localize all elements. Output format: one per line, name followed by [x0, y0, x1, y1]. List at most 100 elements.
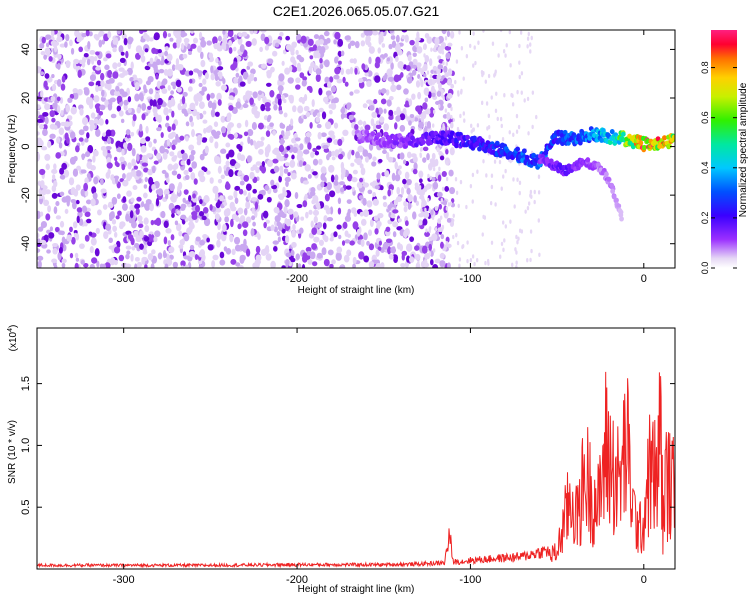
- heatmap-noise-cell: [76, 207, 83, 213]
- heatmap-noise-cell: [37, 232, 40, 239]
- heatmap-noise-cell: [151, 183, 156, 191]
- heatmap-noise-cell: [500, 186, 503, 191]
- heatmap-noise-cell: [472, 63, 475, 68]
- heatmap-noise-cell: [305, 131, 312, 138]
- heatmap-noise-cell: [201, 215, 207, 221]
- heatmap-noise-cell: [113, 231, 118, 238]
- heatmap-noise-cell: [118, 45, 124, 53]
- heatmap-noise-cell: [427, 91, 432, 99]
- heatmap-noise-cell: [70, 47, 75, 55]
- heatmap-noise-cell: [403, 159, 407, 165]
- heatmap-noise-cell: [155, 189, 160, 195]
- heatmap-noise-cell: [103, 57, 108, 62]
- heatmap-noise-cell: [230, 259, 237, 265]
- heatmap-noise-cell: [212, 36, 218, 45]
- heatmap-noise-cell: [199, 199, 203, 205]
- heatmap-noise-cell: [104, 262, 111, 268]
- heatmap-noise-cell: [171, 170, 178, 176]
- heatmap-noise-cell: [512, 177, 515, 182]
- heatmap-noise-cell: [231, 248, 236, 256]
- heatmap-noise-cell: [238, 75, 243, 84]
- heatmap-noise-cell: [308, 209, 313, 215]
- heatmap-noise-cell: [83, 182, 89, 192]
- heatmap-noise-cell: [309, 122, 313, 129]
- heatmap-noise-cell: [446, 217, 452, 223]
- heatmap-noise-cell: [364, 30, 371, 36]
- heatmap-noise-cell: [210, 109, 216, 118]
- heatmap-noise-cell: [444, 36, 448, 41]
- heatmap-noise-cell: [37, 118, 44, 123]
- heatmap-noise-cell: [295, 77, 301, 84]
- heatmap-noise-cell: [260, 248, 267, 256]
- heatmap-signal-cell: [423, 131, 429, 137]
- heatmap-noise-cell: [526, 44, 529, 49]
- heatmap-noise-cell: [276, 230, 281, 237]
- heatmap-noise-cell: [47, 205, 52, 213]
- heatmap-noise-cell: [76, 215, 80, 224]
- heatmap-noise-cell: [411, 93, 416, 100]
- heatmap-noise-cell: [519, 30, 523, 35]
- heatmap-noise-cell: [119, 57, 126, 64]
- heatmap-noise-cell: [49, 110, 56, 118]
- heatmap-noise-cell: [89, 49, 96, 55]
- heatmap-noise-cell: [219, 195, 224, 202]
- heatmap-noise-cell: [253, 30, 258, 35]
- heatmap-noise-cell: [377, 212, 384, 219]
- heatmap-noise-cell: [307, 38, 314, 47]
- heatmap-noise-cell: [211, 102, 217, 110]
- heatmap-noise-cell: [382, 75, 387, 82]
- heatmap-noise-cell: [69, 156, 76, 165]
- heatmap-noise-cell: [144, 48, 149, 53]
- heatmap-noise-cell: [147, 169, 153, 176]
- heatmap-noise-cell: [278, 109, 283, 115]
- heatmap-noise-cell: [102, 132, 106, 137]
- heatmap-noise-cell: [336, 246, 343, 254]
- heatmap-noise-cell: [397, 49, 403, 56]
- heatmap-noise-cell: [37, 260, 42, 268]
- heatmap-noise-cell: [459, 113, 462, 119]
- heatmap-noise-cell: [220, 203, 224, 209]
- heatmap-noise-cell: [527, 131, 530, 136]
- heatmap-noise-cell: [457, 90, 460, 95]
- heatmap-noise-cell: [148, 233, 152, 243]
- heatmap-noise-cell: [72, 221, 78, 229]
- heatmap-noise-cell: [450, 31, 454, 36]
- heatmap-noise-cell: [90, 198, 96, 207]
- heatmap-noise-cell: [351, 207, 357, 214]
- heatmap-noise-cell: [202, 207, 209, 214]
- heatmap-noise-cell: [163, 220, 169, 229]
- heatmap-noise-cell: [138, 129, 144, 138]
- heatmap-noise-cell: [432, 123, 435, 128]
- heatmap-noise-cell: [405, 65, 411, 72]
- heatmap-noise-cell: [387, 189, 391, 197]
- heatmap-noise-cell: [58, 246, 64, 254]
- heatmap-noise-cell: [437, 174, 442, 182]
- heatmap-noise-cell: [226, 153, 230, 160]
- heatmap-noise-cell: [171, 144, 176, 151]
- heatmap-noise-cell: [37, 210, 41, 220]
- heatmap-noise-cell: [307, 174, 312, 179]
- heatmap-noise-cell: [140, 201, 145, 208]
- heatmap-noise-cell: [61, 236, 66, 244]
- heatmap-noise-cell: [73, 232, 78, 238]
- heatmap-noise-cell: [450, 106, 453, 112]
- heatmap-noise-cell: [430, 47, 433, 52]
- heatmap-noise-cell: [133, 230, 140, 238]
- heatmap-noise-cell: [273, 206, 280, 214]
- heatmap-noise-cell: [156, 127, 162, 132]
- heatmap-noise-cell: [114, 160, 118, 167]
- heatmap-noise-cell: [526, 36, 530, 41]
- heatmap-noise-cell: [412, 211, 417, 220]
- heatmap-noise-cell: [324, 193, 330, 202]
- heatmap-noise-cell: [190, 121, 195, 127]
- heatmap-noise-cell: [80, 169, 87, 174]
- heatmap-noise-cell: [319, 46, 326, 54]
- heatmap-noise-cell: [430, 259, 434, 266]
- heatmap-noise-cell: [443, 65, 448, 74]
- heatmap-noise-cell: [454, 177, 458, 182]
- heatmap-noise-cell: [428, 109, 431, 114]
- heatmap-noise-cell: [264, 184, 270, 191]
- heatmap-noise-cell: [145, 125, 149, 134]
- heatmap-noise-cell: [273, 165, 280, 173]
